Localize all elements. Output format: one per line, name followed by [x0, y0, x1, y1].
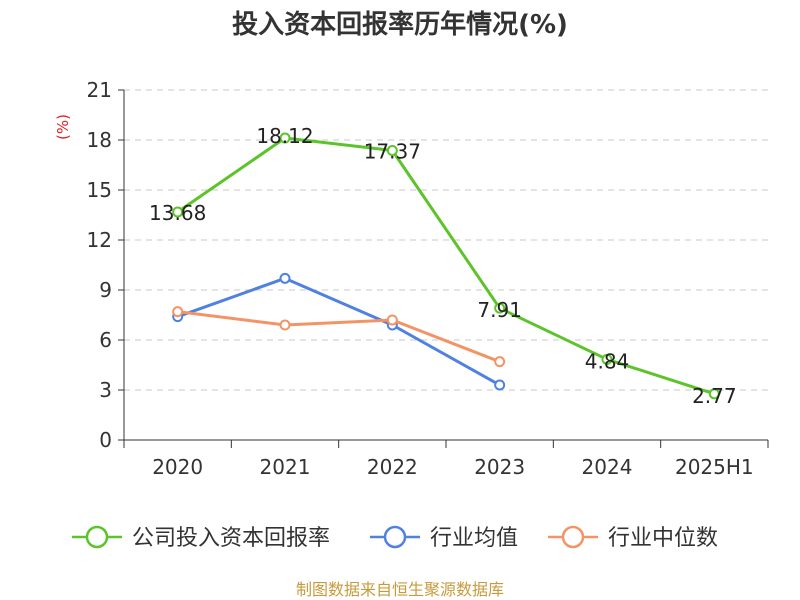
y-tick-label: 0	[99, 428, 112, 452]
legend-marker	[383, 525, 407, 549]
x-tick-label: 2024	[582, 455, 633, 479]
legend-label: 行业均值	[430, 526, 518, 551]
y-tick-label: 9	[99, 278, 112, 302]
data-point	[279, 132, 291, 144]
x-tick-label: 2025H1	[675, 455, 754, 479]
data-point	[494, 356, 506, 368]
series-line	[177, 310, 501, 364]
y-tick-label: 18	[87, 128, 112, 152]
y-tick-label: 21	[87, 78, 112, 102]
data-point	[279, 319, 291, 331]
data-point	[172, 206, 184, 218]
y-tick-label: 3	[99, 378, 112, 402]
series-0	[172, 132, 720, 400]
y-tick-label: 6	[99, 328, 112, 352]
legend-label: 行业中位数	[608, 526, 718, 551]
x-tick-label: 2021	[260, 455, 311, 479]
data-point	[494, 379, 506, 391]
source-note: 制图数据来自恒生聚源数据库	[295, 580, 504, 599]
data-point	[386, 314, 398, 326]
legend-marker	[561, 525, 585, 549]
series-line	[176, 136, 715, 396]
legend: 公司投入资本回报率 行业均值 行业中位数	[72, 525, 718, 551]
data-point	[708, 388, 720, 400]
data-label: 13.68	[149, 201, 206, 225]
legend-marker	[85, 525, 109, 549]
data-point	[601, 353, 613, 365]
x-tick-label: 2022	[367, 455, 418, 479]
legend-item[interactable]: 公司投入资本回报率	[72, 525, 330, 551]
x-tick-label: 2023	[474, 455, 525, 479]
data-label: 17.37	[364, 140, 421, 164]
y-axis-label: (%)	[54, 114, 72, 140]
data-point	[386, 145, 398, 156]
y-tick-label: 15	[87, 178, 112, 202]
data-label: 4.84	[585, 349, 630, 373]
data-label: 2.77	[692, 384, 737, 408]
legend-label: 公司投入资本回报率	[132, 526, 330, 551]
data-point	[279, 272, 291, 284]
grid	[124, 89, 768, 391]
chart-title: 投入资本回报率历年情况(%)	[232, 10, 568, 40]
data-point	[172, 306, 184, 318]
series-1	[172, 272, 506, 391]
legend-item[interactable]: 行业中位数	[548, 525, 718, 551]
series	[172, 132, 720, 400]
y-tick-label: 12	[87, 228, 112, 252]
series-line	[177, 276, 501, 387]
x-ticks: 2020 2021 2022 2023 2024 2025H1	[123, 440, 769, 479]
x-tick-label: 2020	[152, 455, 203, 479]
legend-item[interactable]: 行业均值	[370, 525, 518, 551]
data-labels: 13.68 18.12 17.37 7.91 4.84 2.77	[149, 124, 737, 408]
y-ticks: 0 3 6 9 12 15 18 21	[87, 78, 124, 452]
series-2	[172, 306, 506, 368]
data-label: 7.91	[477, 298, 522, 322]
data-point	[494, 302, 506, 314]
data-label: 18.12	[256, 124, 313, 148]
